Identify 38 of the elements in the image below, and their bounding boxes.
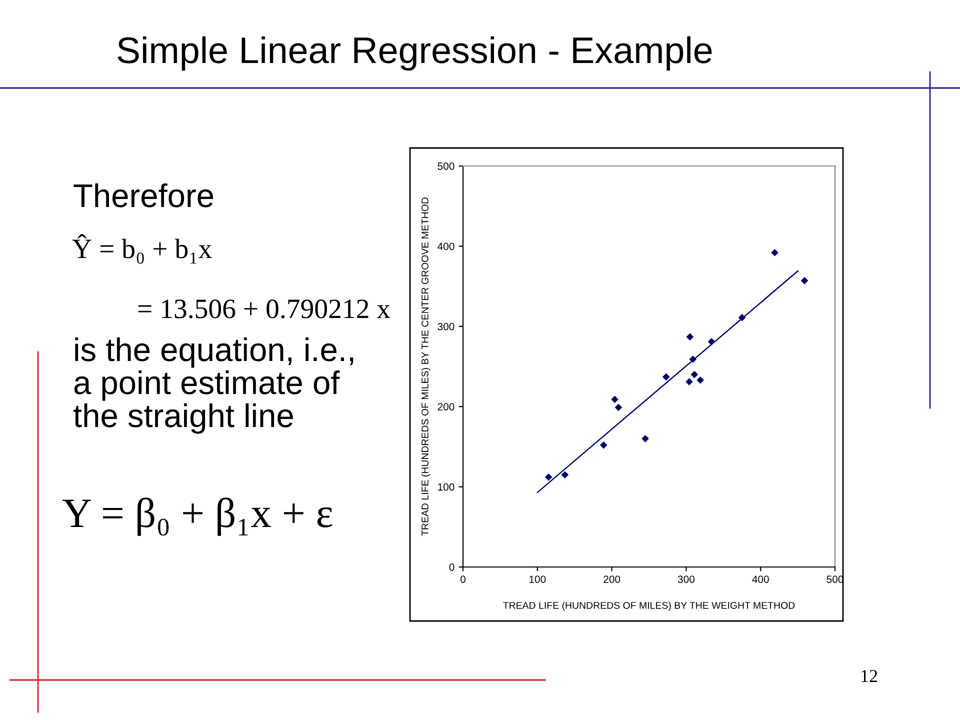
y-tick-label: 200: [438, 403, 454, 410]
y-tick-label: 400: [438, 242, 454, 250]
point: [614, 404, 622, 412]
x-axis-title: TREAD LIFE (HUNDREDS OF MILES) BY THE WEIGHT METHOD: [503, 602, 795, 611]
text: 12: [862, 670, 878, 682]
point: [690, 370, 698, 378]
text: Y = β₀ + β₁x + ε: [62, 498, 332, 536]
point: [561, 471, 569, 478]
point: [738, 314, 746, 322]
text: Therefore: [74, 183, 214, 208]
text: a point estimate of: [74, 370, 340, 401]
point: [689, 356, 697, 363]
point: [708, 338, 716, 346]
point: [696, 376, 704, 384]
text: the straight line: [73, 403, 293, 434]
x-tick-label: 300: [678, 576, 694, 583]
point: [662, 373, 670, 381]
x-tick-label: 0: [460, 576, 466, 583]
text: is the equation, i.e.,: [75, 337, 354, 368]
x-tick-label: 400: [752, 576, 769, 583]
y-tick-label: 100: [438, 483, 454, 491]
x-tick-label: 100: [530, 576, 546, 583]
chart-title: Simple Linear Regression - Example: [118, 36, 712, 71]
point: [642, 435, 649, 442]
text: Ŷ = b₀ + b₁x: [72, 234, 212, 264]
y-tick-label: 0: [449, 564, 454, 571]
point: [600, 441, 608, 449]
text: = 13.506 + 0.790212 x: [138, 300, 390, 318]
point: [686, 333, 694, 340]
y-tick-label: 300: [438, 322, 454, 330]
point: [771, 248, 778, 256]
y-tick-label: 500: [438, 162, 454, 170]
point: [800, 277, 808, 284]
point: [544, 474, 552, 481]
point: [686, 378, 693, 386]
y-axis-title: TREAD LIFE (HUNDREDS OF MILES) BY THE CENTER GROOVE METHOD: [421, 198, 430, 536]
x-tick-label: 200: [604, 576, 620, 583]
point: [611, 396, 618, 404]
